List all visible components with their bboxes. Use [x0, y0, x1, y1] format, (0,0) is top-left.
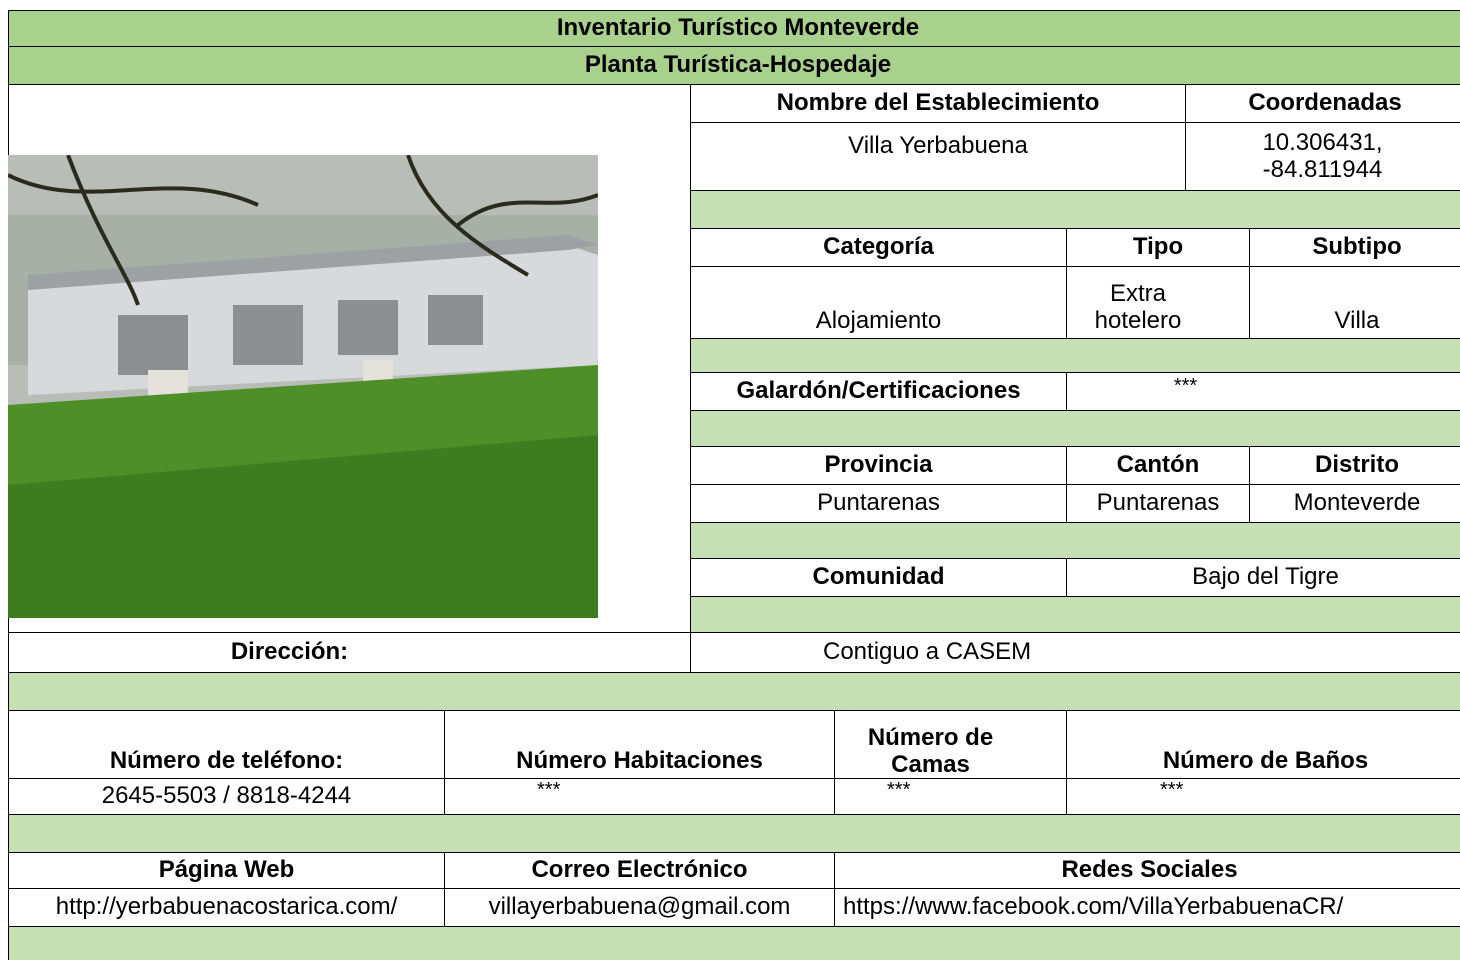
type-label: Tipo: [1066, 228, 1250, 267]
photo: [8, 155, 598, 618]
sheet-subtitle: Planta Turística-Hospedaje: [8, 46, 1460, 85]
address-value: Contiguo a CASEM: [690, 632, 1460, 673]
spacer-row: [690, 338, 1460, 373]
spacer-row: [690, 410, 1460, 447]
subtype-label: Subtipo: [1249, 228, 1460, 267]
web-label: Página Web: [8, 852, 445, 889]
phone-label: Número de teléfono:: [8, 710, 445, 779]
province-label: Provincia: [690, 446, 1067, 485]
sheet-title: Inventario Turístico Monteverde: [8, 10, 1460, 47]
district-label: Distrito: [1249, 446, 1460, 485]
type-value: Extra hotelero: [1066, 266, 1250, 339]
category-value: Alojamiento: [690, 266, 1067, 339]
canton-value: Puntarenas: [1066, 484, 1250, 523]
awards-label: Galardón/Certificaciones: [690, 372, 1067, 411]
canton-label: Cantón: [1066, 446, 1250, 485]
category-label: Categoría: [690, 228, 1067, 267]
spacer-row: [690, 190, 1460, 229]
phone-value: 2645-5503 / 8818-4244: [8, 778, 445, 815]
web-value: http://yerbabuenacostarica.com/: [8, 888, 445, 927]
social-label: Redes Sociales: [834, 852, 1460, 889]
province-value: Puntarenas: [690, 484, 1067, 523]
awards-value: ***: [1066, 372, 1460, 411]
beds-value: ***: [834, 778, 1067, 815]
district-value: Monteverde: [1249, 484, 1460, 523]
spacer-row: [690, 596, 1460, 633]
community-label: Comunidad: [690, 558, 1067, 597]
coordinates-label: Coordenadas: [1185, 84, 1460, 123]
social-value: https://www.facebook.com/VillaYerbabuena…: [834, 888, 1460, 927]
email-value: villayerbabuena@gmail.com: [444, 888, 835, 927]
address-label: Dirección:: [8, 632, 691, 673]
subtype-value: Villa: [1249, 266, 1460, 339]
name-label: Nombre del Establecimiento: [690, 84, 1186, 123]
baths-value: ***: [1066, 778, 1460, 815]
community-value: Bajo del Tigre: [1066, 558, 1460, 597]
spacer-row: [690, 522, 1460, 559]
spacer-row: [8, 926, 1460, 960]
spacer-row: [8, 814, 1460, 853]
coordinates-value: 10.306431, -84.811944: [1185, 122, 1460, 191]
name-value: Villa Yerbabuena: [690, 122, 1186, 191]
email-label: Correo Electrónico: [444, 852, 835, 889]
rooms-value: ***: [444, 778, 835, 815]
baths-label: Número de Baños: [1066, 710, 1460, 779]
spacer-row: [8, 672, 1460, 711]
beds-label: Número de Camas: [834, 710, 1067, 779]
rooms-label: Número Habitaciones: [444, 710, 835, 779]
